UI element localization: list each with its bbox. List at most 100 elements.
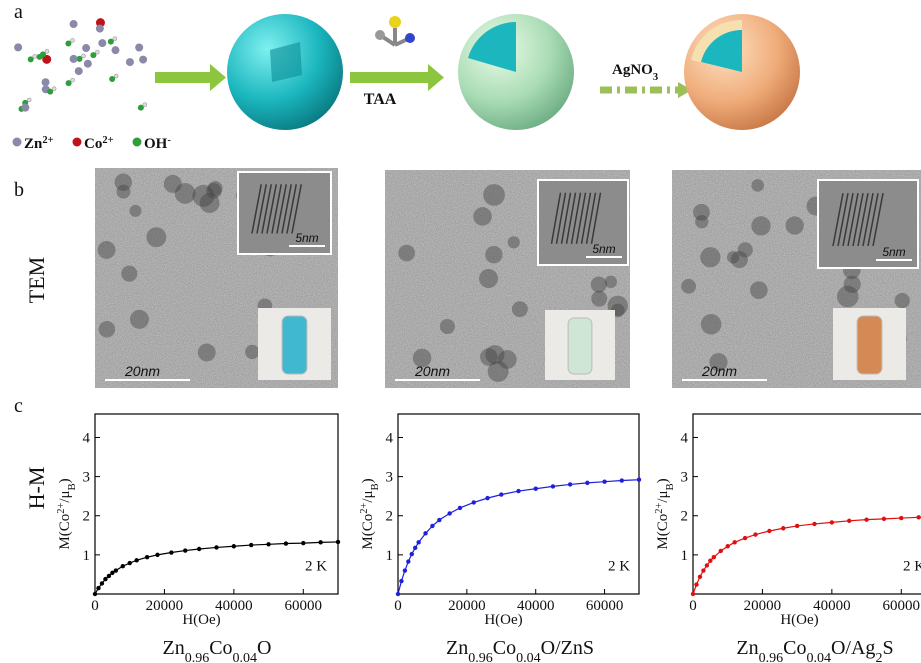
x-tick-label: 0 — [689, 598, 697, 614]
data-point — [403, 568, 407, 572]
caption: Zn0.96Co0.04O/ZnS — [446, 637, 594, 663]
text-part: O/ZnS — [541, 637, 594, 659]
zn-dot — [70, 20, 78, 28]
zn-dot — [84, 60, 92, 68]
x-tick-label: 40000 — [215, 598, 253, 614]
data-point — [396, 592, 400, 596]
x-tick-label: 20000 — [146, 598, 184, 614]
data-point — [698, 575, 702, 579]
data-point — [232, 544, 236, 548]
annotation: 2 K — [608, 559, 630, 575]
x-axis-label: H(Oe) — [484, 612, 522, 628]
particle — [844, 276, 861, 293]
text-super: - — [167, 135, 171, 146]
data-point — [534, 487, 538, 491]
x-tick-label: 0 — [394, 598, 402, 614]
y-tick-label: 3 — [386, 470, 394, 486]
text-sub: 0.04 — [806, 651, 831, 663]
data-point — [701, 568, 705, 572]
text-part: Co — [84, 136, 102, 152]
text-part: ) — [360, 478, 376, 483]
text-part: ) — [57, 478, 73, 483]
legend-dot — [133, 138, 142, 147]
plot-frame — [693, 414, 921, 594]
data-point — [726, 544, 730, 548]
y-tick-label: 1 — [83, 548, 91, 564]
text-part: ) — [655, 478, 671, 483]
vial — [857, 316, 882, 374]
x-tick-label: 0 — [91, 598, 99, 614]
x-tick-label: 20000 — [448, 598, 486, 614]
oh-dot — [71, 78, 75, 82]
data-point — [899, 516, 903, 520]
data-point — [183, 548, 187, 552]
data-point — [472, 500, 476, 504]
scale-label: 20nm — [701, 363, 737, 379]
data-point — [708, 559, 712, 563]
text-part: M(Co — [655, 514, 671, 550]
plot-frame — [398, 414, 639, 594]
data-point — [128, 561, 132, 565]
panel-label: b — [14, 179, 24, 201]
data-point — [602, 479, 606, 483]
particle — [164, 175, 182, 193]
data-point — [732, 540, 736, 544]
fit-line — [398, 480, 639, 594]
particle — [727, 251, 739, 263]
particle — [738, 242, 753, 257]
scale-label: 20nm — [124, 363, 160, 379]
panel-label: a — [14, 1, 23, 23]
data-point — [430, 524, 434, 528]
particle — [695, 215, 708, 228]
text-part: M(Co — [57, 514, 73, 550]
oh-dot — [52, 87, 56, 91]
row-label: TEM — [24, 257, 49, 303]
particle — [98, 241, 116, 259]
particle — [750, 281, 768, 299]
data-point — [134, 558, 138, 562]
y-tick-label: 4 — [681, 430, 689, 446]
zn-dot — [75, 67, 83, 75]
data-point — [266, 542, 270, 546]
particle — [485, 246, 502, 263]
oh-dot — [45, 49, 49, 53]
y-axis-label: M(Co2+/μB) — [56, 478, 78, 549]
data-point — [301, 541, 305, 545]
particle — [198, 344, 216, 362]
particle — [700, 247, 720, 267]
particle — [681, 279, 696, 294]
y-tick-label: 2 — [386, 509, 394, 525]
particle — [605, 276, 617, 288]
text-sub: B — [370, 483, 381, 490]
data-point — [284, 541, 288, 545]
data-point — [753, 532, 757, 536]
data-point — [96, 586, 100, 590]
particle — [591, 276, 607, 292]
zn-dot — [126, 58, 134, 66]
annotation: 2 K — [305, 559, 327, 575]
row-label: H-M — [24, 467, 49, 510]
particle — [245, 345, 259, 359]
data-point — [114, 568, 118, 572]
data-point — [499, 492, 503, 496]
text-part: O — [257, 637, 271, 659]
arrow-label: TAA — [364, 91, 397, 108]
particle — [508, 236, 520, 248]
arrow — [350, 72, 428, 83]
caption: Zn0.96Co0.04O/Ag2S — [736, 637, 893, 663]
data-point — [197, 547, 201, 551]
y-tick-label: 2 — [83, 509, 91, 525]
data-point — [882, 517, 886, 521]
text-sub: 3 — [653, 72, 658, 83]
text-super: 2+ — [56, 503, 67, 514]
text-sub: 0.96 — [759, 651, 784, 663]
text-part: Zn — [162, 637, 184, 659]
zn-dot — [82, 44, 90, 52]
particle — [99, 321, 116, 338]
fit-line — [693, 517, 921, 594]
data-point — [691, 592, 695, 596]
particle — [479, 269, 498, 288]
y-tick-label: 1 — [681, 548, 689, 564]
particle — [473, 207, 492, 226]
